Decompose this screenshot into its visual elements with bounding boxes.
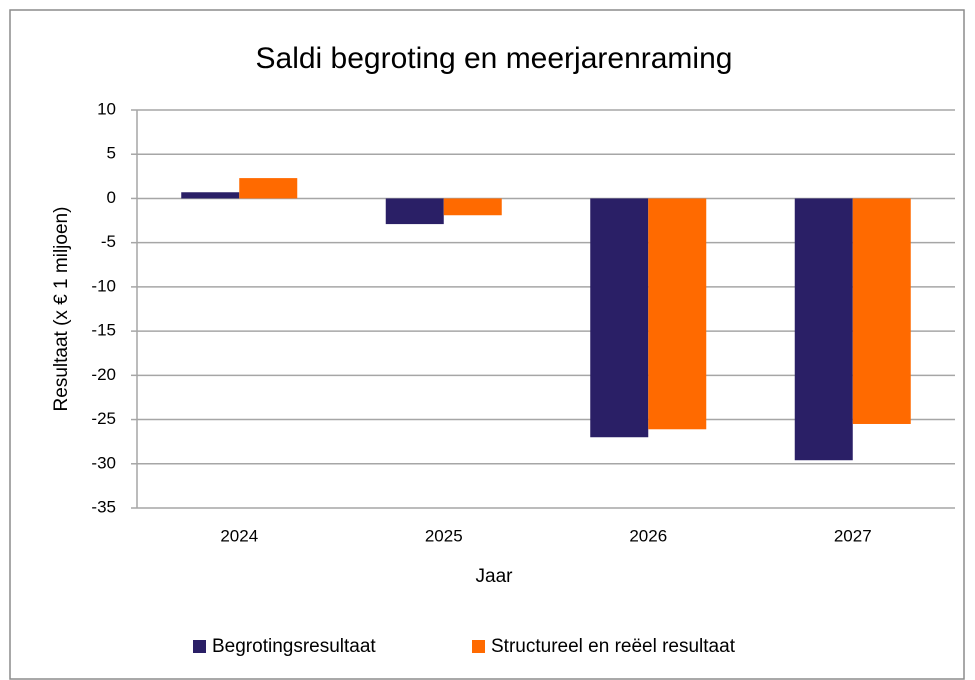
bar bbox=[385, 198, 444, 225]
y-tick-label: -35 bbox=[91, 497, 116, 516]
y-tick-label: -15 bbox=[91, 321, 116, 340]
x-axis-label: Jaar bbox=[476, 566, 514, 587]
x-tick-label: 2024 bbox=[220, 526, 258, 545]
legend-swatch bbox=[472, 640, 485, 653]
x-tick-label: 2027 bbox=[834, 526, 872, 545]
bar bbox=[648, 198, 707, 430]
bar bbox=[590, 198, 649, 438]
bar bbox=[239, 178, 298, 199]
y-tick-label: 5 bbox=[107, 144, 116, 163]
bar bbox=[794, 198, 853, 461]
y-tick-label: 0 bbox=[107, 188, 116, 207]
x-tick-label: 2026 bbox=[629, 526, 667, 545]
legend-label: Begrotingsresultaat bbox=[212, 636, 376, 657]
chart-title: Saldi begroting en meerjarenraming bbox=[256, 42, 733, 75]
bar bbox=[181, 192, 240, 199]
bar bbox=[443, 198, 502, 216]
y-tick-label: -20 bbox=[91, 365, 116, 384]
y-tick-label: -30 bbox=[91, 453, 116, 472]
y-tick-label: -10 bbox=[91, 276, 116, 295]
y-axis-label: Resultaat (x € 1 miljoen) bbox=[51, 207, 72, 412]
y-tick-label: -25 bbox=[91, 409, 116, 428]
legend-label: Structureel en reëel resultaat bbox=[491, 636, 736, 657]
y-tick-label: -5 bbox=[101, 232, 116, 251]
y-tick-label: 10 bbox=[97, 99, 116, 118]
legend-swatch bbox=[193, 640, 206, 653]
bar bbox=[852, 198, 911, 424]
x-tick-label: 2025 bbox=[425, 526, 463, 545]
